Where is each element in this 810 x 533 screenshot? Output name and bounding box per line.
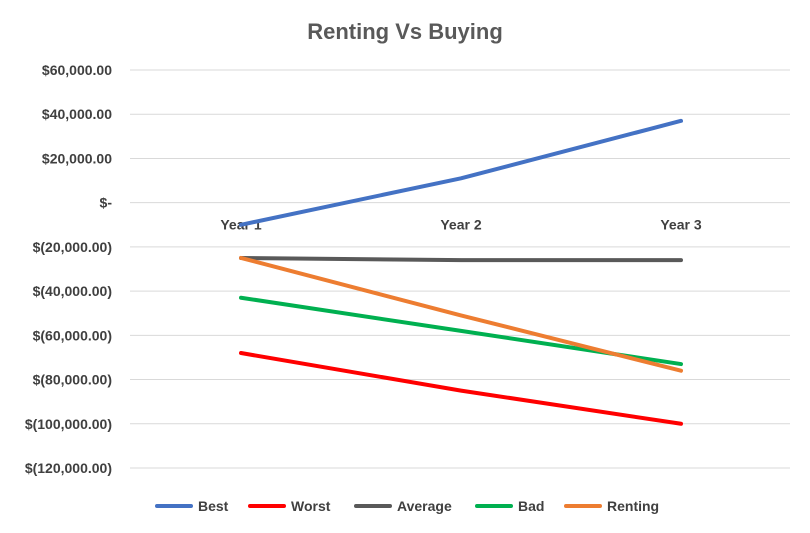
y-tick-label: $60,000.00 [42, 62, 112, 78]
series-lines [239, 118, 683, 426]
legend-label: Worst [291, 498, 331, 514]
legend-item-best[interactable]: Best [155, 498, 229, 514]
series-line-worst [239, 351, 683, 426]
legend-item-bad[interactable]: Bad [475, 498, 544, 514]
y-tick-label: $(120,000.00) [25, 460, 112, 476]
chart-title: Renting Vs Buying [307, 19, 503, 44]
y-tick-label: $20,000.00 [42, 150, 112, 166]
y-tick-label: $(60,000.00) [33, 327, 112, 343]
y-tick-label: $(100,000.00) [25, 416, 112, 432]
series-line-average [239, 255, 683, 263]
gridlines [130, 69, 790, 469]
y-tick-label: $- [100, 195, 113, 211]
series-line-renting [239, 255, 683, 373]
y-tick-label: $(20,000.00) [33, 239, 112, 255]
legend-label: Renting [607, 498, 659, 514]
y-axis-tick-labels: $60,000.00 $40,000.00 $20,000.00 $- $(20,000… [25, 62, 113, 476]
legend-label: Best [198, 498, 229, 514]
legend-label: Bad [518, 498, 544, 514]
series-line-best [239, 118, 683, 227]
y-tick-label: $40,000.00 [42, 106, 112, 122]
x-tick-label: Year 3 [660, 217, 701, 233]
legend-item-average[interactable]: Average [354, 498, 452, 514]
legend: Best Worst Average Bad Renting [155, 498, 659, 514]
y-tick-label: $(40,000.00) [33, 283, 112, 299]
y-tick-label: $(80,000.00) [33, 372, 112, 388]
x-tick-label: Year 2 [440, 217, 481, 233]
legend-item-renting[interactable]: Renting [564, 498, 659, 514]
legend-label: Average [397, 498, 452, 514]
x-axis-tick-labels: Year 1 Year 2 Year 3 [220, 217, 701, 233]
legend-item-worst[interactable]: Worst [248, 498, 331, 514]
